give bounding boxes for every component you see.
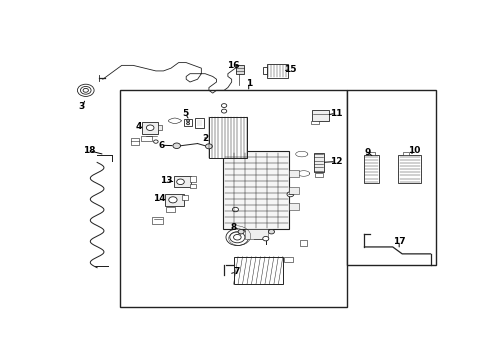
- Text: 11: 11: [329, 109, 342, 118]
- Circle shape: [221, 109, 226, 113]
- Bar: [314, 173, 322, 177]
- Circle shape: [229, 232, 244, 243]
- Text: 6: 6: [158, 141, 164, 150]
- Circle shape: [146, 125, 154, 131]
- Bar: [289, 203, 298, 210]
- Bar: [289, 186, 298, 194]
- Bar: [244, 229, 267, 239]
- Circle shape: [186, 122, 189, 125]
- Bar: [131, 138, 139, 145]
- Circle shape: [286, 192, 293, 197]
- Bar: [402, 152, 408, 155]
- Bar: [289, 170, 298, 177]
- Text: 4: 4: [135, 122, 142, 131]
- Bar: [266, 64, 287, 78]
- Bar: [165, 194, 184, 206]
- Bar: [398, 156, 420, 183]
- Text: 17: 17: [392, 237, 405, 246]
- Circle shape: [205, 144, 212, 149]
- Circle shape: [176, 179, 184, 185]
- Bar: [120, 90, 346, 307]
- Text: 9: 9: [364, 148, 370, 157]
- Bar: [311, 110, 328, 121]
- Circle shape: [268, 229, 274, 234]
- Circle shape: [173, 143, 180, 149]
- Bar: [346, 90, 435, 265]
- Bar: [364, 156, 379, 183]
- Bar: [284, 257, 292, 262]
- Bar: [233, 257, 282, 284]
- Text: 5: 5: [182, 109, 188, 118]
- Text: 2: 2: [202, 134, 208, 143]
- Bar: [174, 176, 190, 187]
- Circle shape: [186, 120, 189, 122]
- Text: 7: 7: [233, 267, 239, 276]
- Bar: [182, 195, 188, 200]
- Circle shape: [77, 84, 94, 96]
- Bar: [141, 136, 151, 141]
- Text: 13: 13: [160, 176, 172, 185]
- Text: 12: 12: [329, 157, 342, 166]
- Circle shape: [238, 229, 244, 234]
- Bar: [142, 122, 158, 134]
- Text: 1: 1: [245, 79, 251, 88]
- Circle shape: [262, 237, 268, 241]
- Text: 18: 18: [83, 146, 96, 155]
- Bar: [190, 176, 196, 182]
- Bar: [196, 120, 202, 126]
- Text: 10: 10: [407, 146, 420, 155]
- Bar: [190, 184, 196, 188]
- Text: 15: 15: [284, 65, 296, 74]
- Text: 14: 14: [152, 194, 165, 203]
- Circle shape: [168, 197, 177, 203]
- Circle shape: [81, 86, 91, 94]
- Text: 3: 3: [79, 103, 85, 112]
- Bar: [235, 66, 244, 74]
- Bar: [208, 117, 246, 158]
- Circle shape: [225, 229, 248, 246]
- Bar: [311, 121, 318, 124]
- Circle shape: [83, 89, 88, 92]
- Bar: [313, 153, 323, 172]
- Text: 16: 16: [227, 62, 239, 71]
- Bar: [262, 67, 266, 75]
- Bar: [194, 118, 204, 127]
- Circle shape: [233, 234, 241, 240]
- Bar: [158, 125, 162, 130]
- Circle shape: [232, 207, 238, 212]
- Bar: [223, 151, 289, 229]
- Bar: [300, 240, 306, 246]
- Bar: [152, 217, 163, 224]
- Circle shape: [153, 140, 158, 143]
- Text: 8: 8: [230, 223, 237, 232]
- Bar: [184, 119, 191, 126]
- Bar: [368, 152, 374, 155]
- Circle shape: [221, 104, 226, 108]
- Bar: [165, 207, 175, 212]
